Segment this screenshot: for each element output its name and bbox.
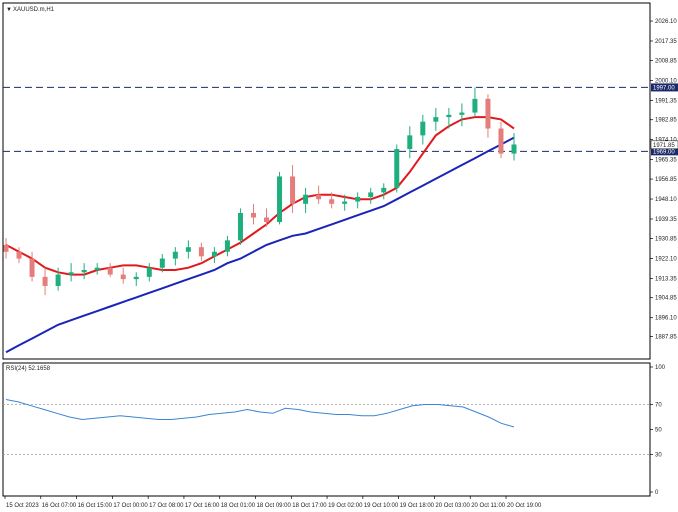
main-ytick-label: 2017.35	[655, 39, 677, 45]
candle-body	[277, 176, 283, 223]
main-ytick-label: 1922.10	[655, 256, 677, 262]
main-ytick-label: 1939.35	[655, 217, 677, 223]
candle-body	[224, 240, 230, 252]
main-title-arrow: ▼	[6, 7, 12, 13]
main-y-axis: 2026.10 2017.35 2008.85 2000.10 1991.35 1982.…	[650, 19, 677, 341]
candle-body	[159, 258, 165, 268]
candle-body	[94, 267, 100, 270]
candle-body	[237, 212, 243, 241]
candle-body	[316, 194, 322, 200]
rsi-line	[5, 399, 515, 428]
candle-body	[3, 244, 9, 252]
main-ytick-label: 1913.35	[655, 276, 677, 282]
xtick-label: 20 Oct 11:00	[471, 503, 506, 509]
current-price-label: 1971.85	[653, 143, 675, 149]
candle-body	[433, 117, 439, 122]
xtick-label: 16 Oct 07:00	[42, 503, 77, 509]
xtick-label: 17 Oct 00:00	[113, 503, 148, 509]
main-ytick-label: 1930.85	[655, 236, 677, 242]
candle-body	[420, 121, 426, 136]
xtick-label: 16 Oct 15:00	[78, 503, 113, 509]
candle-body	[381, 187, 387, 193]
moving-averages	[5, 116, 515, 354]
candle-body	[133, 276, 139, 280]
candle-body	[107, 267, 113, 275]
candles	[3, 87, 517, 296]
xtick-label: 18 Oct 17:00	[292, 503, 327, 509]
candle-body	[446, 114, 452, 118]
candle-body	[290, 176, 296, 204]
candle-body	[146, 267, 152, 277]
xtick-label: 20 Oct 19:00	[507, 503, 542, 509]
candle-body	[211, 251, 217, 257]
rsi-series	[5, 399, 515, 428]
main-ytick-label: 1887.85	[655, 335, 677, 341]
moving-average-line	[5, 116, 515, 276]
rsi-y-axis: 100 70 50 30 0	[3, 365, 666, 496]
candle-body	[81, 270, 87, 273]
candle-body	[303, 194, 309, 204]
main-ytick-label: 1948.10	[655, 197, 677, 203]
level-label: 1997.00	[653, 85, 675, 91]
level-label: 1969.00	[653, 149, 675, 155]
candle-body	[29, 258, 35, 277]
rsi-ytick-label: 30	[655, 453, 662, 459]
candle-body	[368, 192, 374, 197]
candle-body	[55, 274, 61, 286]
candle-body	[185, 247, 191, 252]
candle-body	[498, 128, 504, 154]
main-ytick-label: 2026.10	[655, 19, 677, 25]
xtick-label: 15 Oct 2023	[6, 503, 39, 509]
rsi-ytick-label: 50	[655, 428, 662, 434]
xtick-label: 20 Oct 03:00	[435, 503, 470, 509]
candle-body	[394, 149, 400, 188]
level-label-bg	[651, 147, 678, 156]
candle-body	[120, 274, 126, 280]
main-ytick-label: 2000.10	[655, 78, 677, 84]
main-panel	[2, 2, 651, 360]
candle-body	[485, 98, 491, 129]
candle-body	[42, 276, 48, 286]
candle-body	[16, 251, 22, 259]
level-label-bg	[651, 83, 678, 92]
candle-body	[355, 196, 361, 202]
xtick-label: 18 Oct 09:00	[257, 503, 292, 509]
rsi-ytick-label: 0	[655, 490, 659, 496]
rsi-panel	[2, 362, 651, 497]
candle-body	[511, 144, 517, 154]
xtick-label: 19 Oct 10:00	[364, 503, 399, 509]
rsi-ytick-label: 100	[655, 365, 666, 371]
main-ytick-label: 1956.85	[655, 177, 677, 183]
x-axis: 15 Oct 2023 16 Oct 07:00 16 Oct 15:00 17 Oc…	[4, 496, 542, 509]
xtick-label: 17 Oct 08:00	[149, 503, 184, 509]
main-ytick-label: 1982.85	[655, 118, 677, 124]
candle-body	[329, 199, 335, 204]
rsi-ytick-label: 70	[655, 403, 662, 409]
xtick-label: 19 Oct 02:00	[328, 503, 363, 509]
candle-body	[407, 135, 413, 150]
main-ytick-label: 1904.85	[655, 296, 677, 302]
current-price-bg	[650, 140, 678, 150]
main-chart-title: XAUUSD.m,H1	[13, 7, 55, 13]
candle-body	[264, 217, 270, 223]
main-ytick-label: 1896.10	[655, 316, 677, 322]
xtick-label: 18 Oct 01:00	[221, 503, 256, 509]
candle-body	[472, 98, 478, 113]
main-ytick-label: 1991.35	[655, 98, 677, 104]
xtick-label: 17 Oct 16:00	[185, 503, 220, 509]
candle-body	[68, 272, 74, 275]
candle-body	[172, 251, 178, 259]
xtick-label: 19 Oct 18:00	[400, 503, 435, 509]
rsi-title: RSI(24) 52.1658	[6, 366, 51, 372]
candle-body	[342, 201, 348, 204]
main-ytick-label: 1965.35	[655, 158, 677, 164]
candle-body	[459, 112, 465, 115]
moving-average-line	[5, 136, 515, 354]
main-ytick-label: 2008.85	[655, 58, 677, 64]
candle-body	[250, 212, 256, 218]
candle-body	[198, 247, 204, 257]
